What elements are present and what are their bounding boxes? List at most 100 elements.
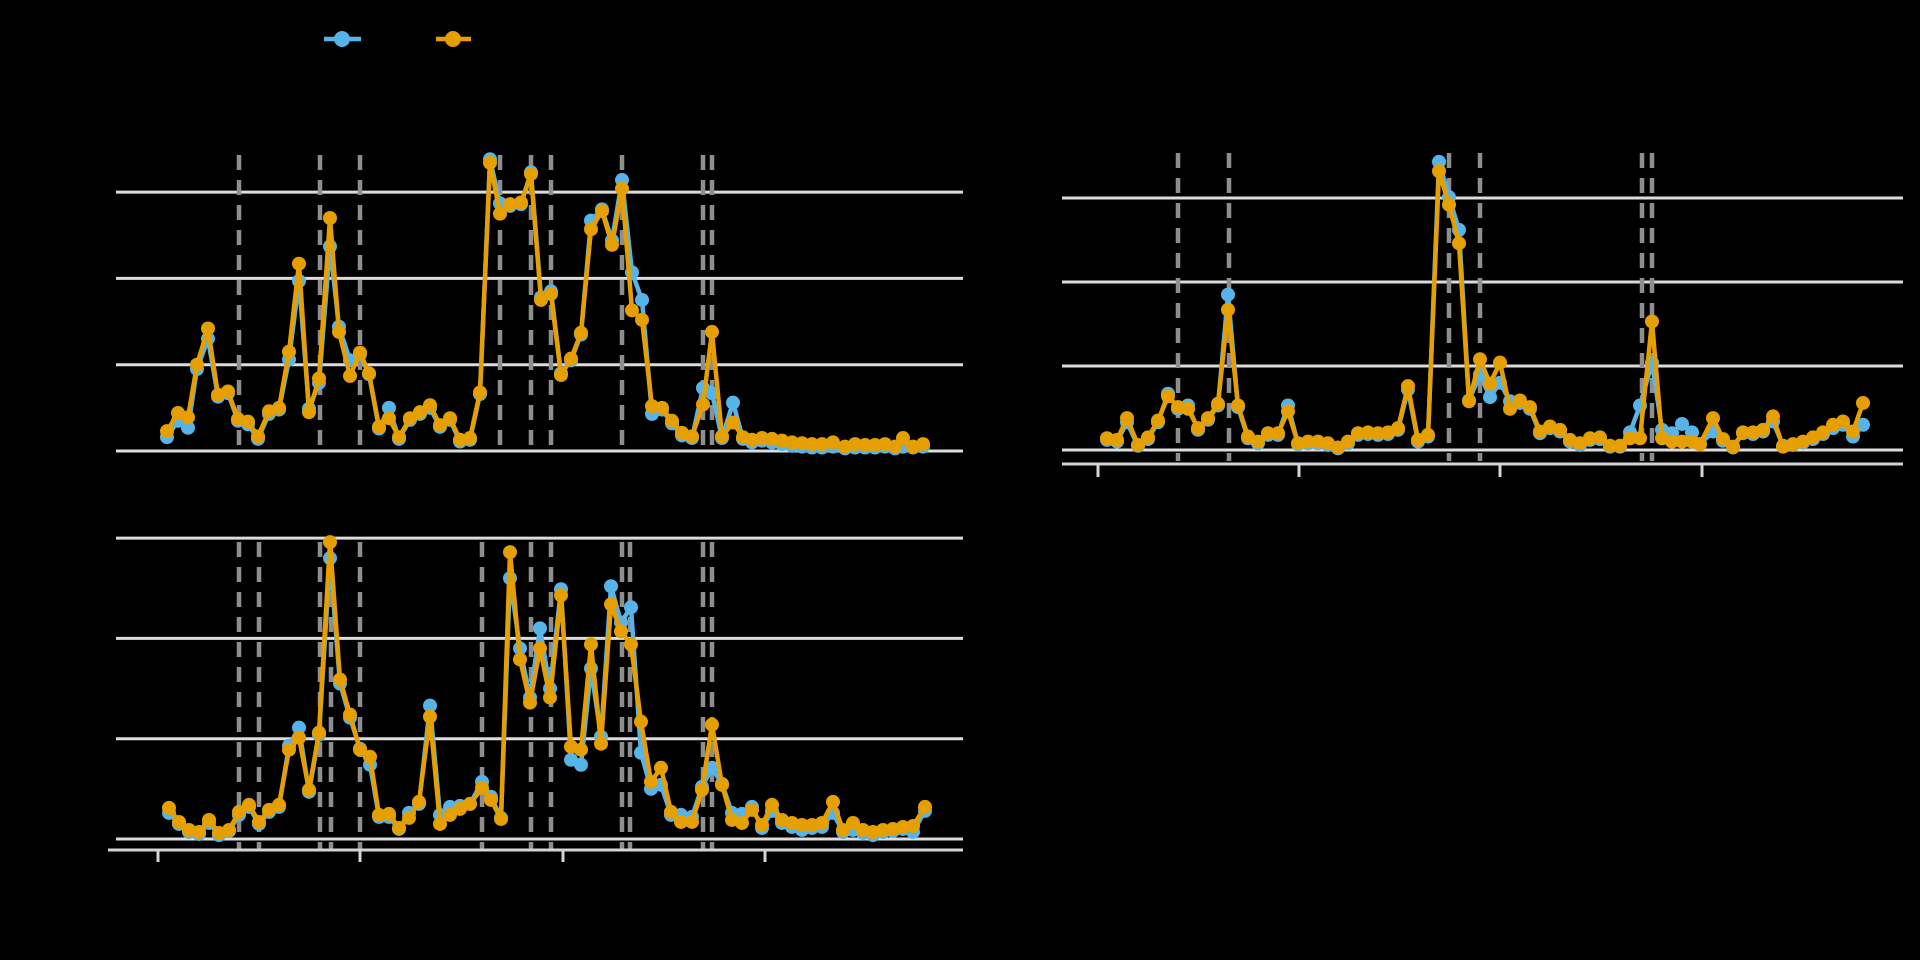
data-point (272, 400, 286, 415)
data-point (1221, 287, 1235, 302)
data-point (312, 371, 326, 386)
panel-top-left (116, 152, 963, 456)
data-point (523, 695, 537, 710)
data-point (1736, 425, 1750, 440)
data-point (343, 707, 357, 722)
data-point (201, 321, 215, 336)
data-point (554, 588, 568, 603)
data-point (333, 672, 347, 687)
data-point (494, 811, 508, 826)
series-orange (1100, 164, 1870, 455)
data-point (433, 418, 447, 433)
data-point (1756, 422, 1770, 437)
series-orange (160, 155, 930, 454)
data-point (544, 286, 558, 301)
dashed-guides (236, 542, 715, 850)
gridlines (116, 190, 963, 453)
data-point (1693, 437, 1707, 452)
data-point (1191, 421, 1205, 436)
data-point (413, 405, 427, 420)
data-point (815, 815, 829, 830)
series-points (160, 155, 930, 454)
data-point (685, 814, 699, 829)
data-point (625, 303, 639, 318)
data-point (1221, 302, 1235, 317)
data-point (372, 419, 386, 434)
data-point (696, 397, 710, 412)
data-point (805, 437, 819, 452)
data-point (604, 597, 618, 612)
data-point (1361, 425, 1375, 440)
legend (324, 31, 471, 47)
data-point (705, 760, 719, 775)
data-point (292, 730, 306, 745)
data-point (755, 817, 769, 832)
data-point (1706, 411, 1720, 426)
data-point (1391, 421, 1405, 436)
data-point (493, 206, 507, 221)
data-point (1503, 401, 1517, 416)
data-point (190, 357, 204, 372)
data-point (463, 796, 477, 811)
legend-dot-orange-icon (445, 31, 461, 47)
data-point (836, 822, 850, 837)
legend-dot-blue-icon (334, 31, 350, 47)
data-point (795, 436, 809, 451)
data-point (282, 742, 296, 757)
data-point (1716, 432, 1730, 447)
series-points (1100, 164, 1870, 455)
data-point (312, 725, 326, 740)
data-point (765, 797, 779, 812)
data-point (574, 757, 588, 772)
data-point (423, 698, 437, 713)
data-point (272, 797, 286, 812)
data-point (755, 431, 769, 446)
data-point (181, 410, 195, 425)
data-point (232, 804, 246, 819)
data-point (1401, 379, 1415, 394)
series-line (166, 539, 928, 836)
data-point (172, 814, 186, 829)
data-point (785, 435, 799, 450)
data-point (574, 742, 588, 757)
data-point (292, 720, 306, 735)
data-point (1341, 434, 1355, 449)
data-point (605, 237, 619, 252)
data-point (1442, 197, 1456, 212)
data-point (614, 624, 628, 639)
data-point (916, 437, 930, 452)
data-point (705, 324, 719, 339)
panel-top-right (1062, 153, 1903, 477)
data-point (463, 431, 477, 446)
data-point (392, 820, 406, 835)
data-point (685, 429, 699, 444)
data-point (343, 368, 357, 383)
data-point (715, 777, 729, 792)
data-point (241, 414, 255, 429)
data-point (896, 431, 910, 446)
data-point (1421, 427, 1435, 442)
data-point (423, 398, 437, 413)
data-point (524, 166, 538, 181)
data-point (848, 437, 862, 452)
data-point (705, 717, 719, 732)
data-point (1432, 164, 1446, 179)
series-points (162, 535, 932, 840)
data-point (654, 760, 668, 775)
data-point (513, 652, 527, 667)
data-point (362, 366, 376, 381)
data-point (433, 816, 447, 831)
data-point (695, 782, 709, 797)
data-point (1665, 434, 1679, 449)
data-point (1645, 314, 1659, 329)
data-point (745, 802, 759, 817)
data-point (282, 344, 296, 359)
data-point (858, 437, 872, 452)
series-orange (162, 535, 932, 840)
data-point (1553, 422, 1567, 437)
data-point (846, 815, 860, 830)
data-point (251, 429, 265, 444)
data-point (1513, 393, 1527, 408)
data-point (1846, 424, 1860, 439)
data-point (826, 794, 840, 809)
